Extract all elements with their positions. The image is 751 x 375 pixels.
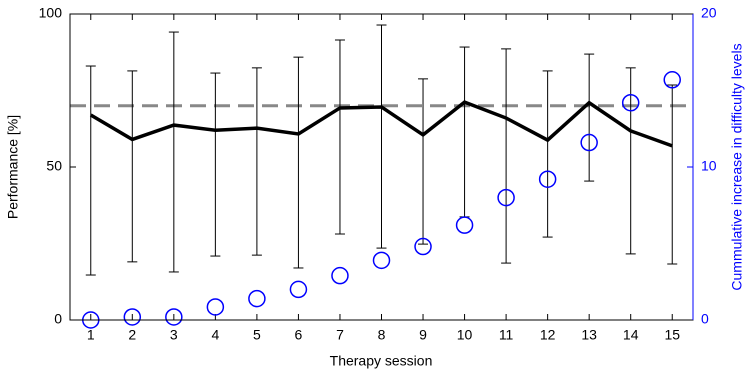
- x-axis-label: Therapy session: [330, 353, 433, 369]
- marker: [165, 308, 183, 326]
- marker: [289, 280, 308, 299]
- marker: [414, 237, 432, 256]
- x-tick-label: 13: [581, 327, 597, 343]
- x-tick-label: 1: [87, 327, 95, 343]
- y2-tick-label: 20: [701, 5, 717, 21]
- x-tick-label: 9: [419, 327, 427, 343]
- x-tick-label: 3: [170, 327, 178, 343]
- y2-tick-label: 0: [701, 311, 709, 327]
- marker: [248, 289, 266, 308]
- x-tick-label: 2: [128, 327, 136, 343]
- marker: [497, 188, 515, 207]
- x-tick-label: 11: [499, 327, 514, 343]
- x-tick-label: 12: [540, 327, 556, 343]
- x-tick-label: 10: [457, 327, 473, 343]
- y-tick-label: 0: [54, 311, 62, 327]
- y2-axis-label: Cummulative increase in difficulty level…: [729, 43, 745, 290]
- y2-tick-label: 10: [701, 158, 717, 174]
- x-tick-label: 7: [336, 327, 344, 343]
- x-tick-label: 5: [253, 327, 261, 343]
- marker: [538, 170, 557, 188]
- x-tick-label: 15: [664, 327, 680, 343]
- marker: [372, 251, 391, 270]
- y-tick-label: 50: [46, 158, 62, 174]
- marker: [331, 266, 349, 285]
- x-tick-label: 6: [295, 327, 303, 343]
- y-axis-label: Performance [%]: [5, 115, 21, 219]
- x-tick-label: 4: [211, 327, 219, 343]
- marker: [455, 216, 474, 234]
- marker: [580, 133, 598, 152]
- y-tick-label: 100: [39, 5, 63, 21]
- marker: [123, 308, 142, 326]
- x-tick-label: 8: [378, 327, 386, 343]
- marker: [206, 298, 225, 316]
- line: [89, 100, 673, 148]
- marker: [621, 93, 640, 112]
- x-tick-label: 14: [623, 327, 639, 343]
- marker: [663, 71, 681, 89]
